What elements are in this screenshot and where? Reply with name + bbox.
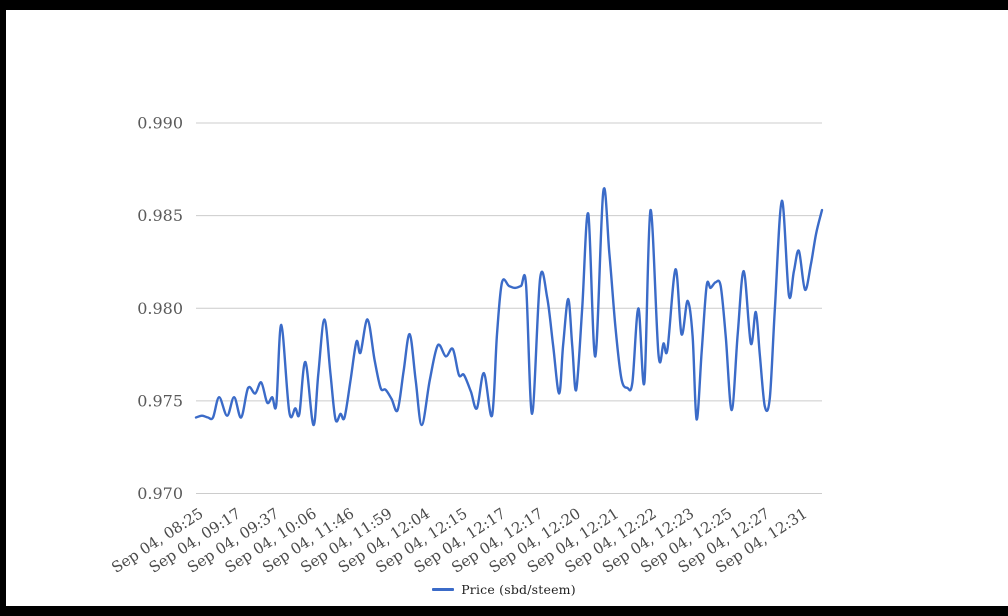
y-tick-label: 0.975 bbox=[137, 391, 183, 410]
y-tick-label: 0.990 bbox=[137, 114, 183, 133]
y-axis-labels: 0.990 0.985 0.980 0.975 0.970 bbox=[137, 114, 183, 504]
y-tick-label: 0.970 bbox=[137, 484, 183, 503]
y-tick-label: 0.985 bbox=[137, 206, 183, 225]
gridlines bbox=[196, 122, 822, 494]
frame-border-left bbox=[0, 0, 6, 616]
series-line bbox=[194, 187, 824, 427]
y-tick-label: 0.980 bbox=[137, 299, 183, 318]
legend: Price (sbd/steem) bbox=[0, 582, 1008, 597]
legend-line-swatch bbox=[432, 588, 455, 591]
legend-label: Price (sbd/steem) bbox=[461, 582, 576, 597]
frame-border-bottom bbox=[0, 606, 1008, 616]
frame-border-top bbox=[0, 0, 1008, 10]
price-series-path bbox=[194, 187, 824, 427]
